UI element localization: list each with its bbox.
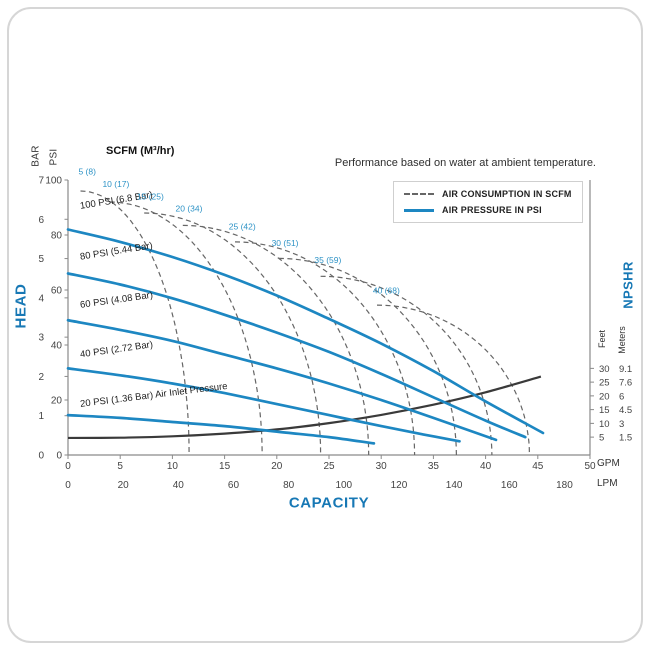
consumption-curve-label: 30 (51) xyxy=(272,238,299,248)
air-pressure-curves xyxy=(66,228,545,445)
bar-tick-label: 1 xyxy=(38,411,44,422)
lpm-tick-label: 160 xyxy=(501,480,518,491)
legend-label-air-consumption: AIR CONSUMPTION IN SCFM xyxy=(442,189,572,199)
solid-line-sample xyxy=(404,208,434,212)
feet-value: 15 xyxy=(599,405,610,416)
feet-value: 10 xyxy=(599,419,610,430)
pressure-curve-label: 40 PSI (2.72 Bar) xyxy=(79,339,153,360)
meters-value: 1.5 xyxy=(619,433,632,444)
pressure-curve xyxy=(66,318,498,442)
lpm-tick-label: 180 xyxy=(556,480,573,491)
consumption-curve-label: 5 (8) xyxy=(78,167,96,177)
pressure-curve xyxy=(66,272,527,439)
legend: AIR CONSUMPTION IN SCFM AIR PRESSURE IN … xyxy=(393,181,583,223)
consumption-curve xyxy=(234,241,416,456)
feet-value: 5 xyxy=(599,433,604,444)
gpm-tick-label: 10 xyxy=(167,461,179,472)
bar-tick-label: 4 xyxy=(38,293,44,304)
meters-value: 4.5 xyxy=(619,405,632,416)
consumption-curve-label: 25 (42) xyxy=(229,222,256,232)
psi-tick-label: 60 xyxy=(51,286,63,297)
psi-tick-label: 80 xyxy=(51,231,63,242)
psi-tick-label: 100 xyxy=(45,176,62,187)
consumption-curve xyxy=(320,275,493,456)
pressure-curve xyxy=(66,413,376,445)
lpm-tick-label: 120 xyxy=(391,480,408,491)
consumption-curve-label: 35 (59) xyxy=(314,255,341,265)
consumption-curve-label: 20 (34) xyxy=(176,204,203,214)
gpm-tick-label: 50 xyxy=(584,461,596,472)
meters-value: 7.6 xyxy=(619,378,632,389)
meters-value: 6 xyxy=(619,391,624,402)
bar-tick-label: 3 xyxy=(38,333,44,344)
lpm-tick-label: 0 xyxy=(65,480,71,491)
pressure-curve-label: 20 PSI (1.36 Bar) Air Inlet Pressure xyxy=(80,381,229,410)
gpm-tick-label: 30 xyxy=(376,461,388,472)
gpm-tick-label: 5 xyxy=(117,461,123,472)
lpm-tick-label: 140 xyxy=(446,480,463,491)
consumption-curve-label: 40 (68) xyxy=(373,285,400,295)
consumption-curve xyxy=(144,212,322,456)
bar-tick-label: 0 xyxy=(38,451,44,462)
consumption-curve xyxy=(376,304,530,456)
meters-value: 3 xyxy=(619,419,624,430)
bar-tick-label: 6 xyxy=(38,215,44,226)
bar-tick-label: 5 xyxy=(38,254,44,265)
psi-tick-label: 0 xyxy=(56,451,62,462)
gpm-tick-label: 40 xyxy=(480,461,492,472)
npshr-curve xyxy=(67,375,542,440)
meters-value: 9.1 xyxy=(619,364,632,375)
dashed-line-sample xyxy=(404,193,434,195)
pressure-curve xyxy=(66,367,461,443)
psi-tick-label: 20 xyxy=(51,396,63,407)
gpm-tick-label: 0 xyxy=(65,461,71,472)
gpm-unit-label: GPM xyxy=(597,458,620,469)
feet-value: 20 xyxy=(599,391,610,402)
gpm-tick-label: 20 xyxy=(271,461,283,472)
gpm-tick-label: 25 xyxy=(323,461,335,472)
feet-value: 30 xyxy=(599,364,610,375)
lpm-tick-label: 60 xyxy=(228,480,240,491)
consumption-curve xyxy=(80,190,190,456)
legend-item-air-consumption: AIR CONSUMPTION IN SCFM xyxy=(404,189,572,199)
bar-tick-label: 2 xyxy=(38,372,44,383)
pressure-curve-label: 80 PSI (5.44 Bar) xyxy=(79,240,153,262)
legend-item-air-pressure: AIR PRESSURE IN PSI xyxy=(404,205,572,215)
performance-note: Performance based on water at ambient te… xyxy=(334,157,596,169)
pressure-curve xyxy=(66,228,545,435)
consumption-curve xyxy=(109,201,263,456)
consumption-curve-label: 15 (25) xyxy=(137,191,164,201)
psi-tick-label: 40 xyxy=(51,341,63,352)
lpm-tick-label: 100 xyxy=(335,480,352,491)
gpm-tick-label: 15 xyxy=(219,461,231,472)
bar-tick-label: 7 xyxy=(38,176,44,187)
lpm-tick-label: 40 xyxy=(173,480,185,491)
consumption-curve xyxy=(182,224,370,456)
pressure-curve-label: 60 PSI (4.08 Bar) xyxy=(79,290,153,311)
consumption-curve-label: 10 (17) xyxy=(102,179,129,189)
lpm-tick-label: 80 xyxy=(283,480,295,491)
scfm-column-header: SCFM (M³/hr) xyxy=(106,145,175,157)
gpm-tick-label: 35 xyxy=(428,461,440,472)
capacity-axis-title: CAPACITY xyxy=(288,494,370,512)
lpm-unit-label: LPM xyxy=(597,478,618,489)
air-consumption-curves xyxy=(80,190,530,456)
legend-label-air-pressure: AIR PRESSURE IN PSI xyxy=(442,205,542,215)
feet-value: 25 xyxy=(599,378,610,389)
gpm-tick-label: 45 xyxy=(532,461,544,472)
lpm-tick-label: 20 xyxy=(118,480,130,491)
